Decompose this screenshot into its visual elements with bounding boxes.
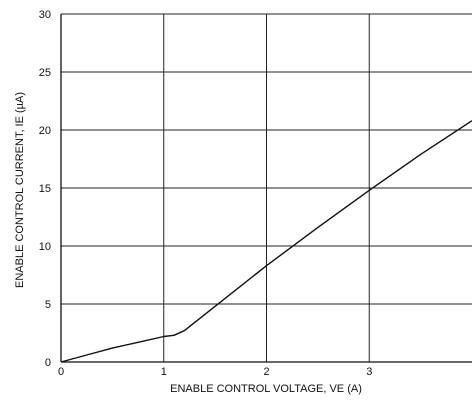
y-tick-label: 5 bbox=[45, 299, 51, 311]
y-tick-label: 25 bbox=[39, 67, 51, 79]
y-tick-label: 30 bbox=[39, 9, 51, 21]
y-axis-label: ENABLE CONTROL CURRENT, IE (µA) bbox=[14, 92, 26, 288]
y-tick-label: 0 bbox=[45, 357, 51, 369]
y-tick-label: 10 bbox=[39, 241, 51, 253]
x-tick-label: 0 bbox=[58, 366, 64, 378]
x-axis-label: ENABLE CONTROL VOLTAGE, VE (A) bbox=[170, 383, 362, 395]
y-tick-label: 15 bbox=[39, 183, 51, 195]
grid-lines bbox=[61, 13, 472, 362]
series-line bbox=[60, 120, 472, 363]
x-tick-label: 1 bbox=[161, 366, 167, 378]
x-tick-labels: 0 1 2 3 bbox=[58, 366, 372, 378]
data-series bbox=[60, 120, 472, 363]
plot-frame bbox=[60, 14, 472, 363]
x-tick-label: 2 bbox=[263, 366, 269, 378]
y-tick-label: 20 bbox=[39, 125, 51, 137]
y-tick-labels: 0 5 10 15 20 25 30 bbox=[39, 9, 51, 369]
x-tick-label: 3 bbox=[366, 366, 372, 378]
